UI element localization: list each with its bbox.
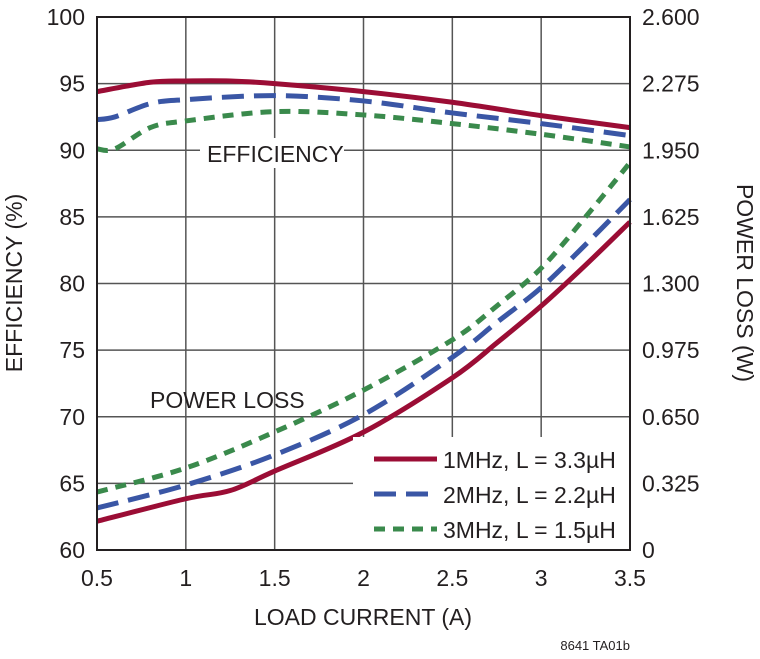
x-tick-label: 0.5 (81, 565, 113, 591)
legend-entry: 2MHz, L = 2.2µH (443, 482, 616, 508)
y-tick-label: 85 (59, 204, 85, 230)
y-tick-label: 65 (59, 470, 85, 496)
y2-tick-label: 1.950 (642, 137, 700, 163)
power-loss-series-1 (96, 220, 632, 524)
efficiency-label-bg (200, 138, 344, 168)
efficiency-annotation: EFFICIENCY (207, 141, 344, 167)
x-axis-label: LOAD CURRENT (A) (254, 604, 472, 630)
y-tick-label: 70 (59, 404, 85, 430)
y-tick-label: 80 (59, 271, 85, 297)
legend: 1MHz, L = 3.3µH 2MHz, L = 2.2µH 3MHz, L = … (353, 437, 629, 549)
y-tick-label: 75 (59, 337, 85, 363)
power-loss-series-3 (96, 160, 632, 495)
y-tick-label: 60 (59, 537, 85, 563)
y2-tick-label: 0.325 (642, 470, 700, 496)
y-tick-label: 90 (59, 137, 85, 163)
legend-entry: 3MHz, L = 1.5µH (443, 517, 616, 543)
curves (96, 78, 632, 524)
power-loss-series-2 (96, 197, 632, 511)
y2-tick-label: 0.975 (642, 337, 700, 363)
x-tick-label: 3.5 (614, 565, 646, 591)
y2-tick-label: 1.625 (642, 204, 700, 230)
efficiency-series-1 (96, 78, 631, 131)
x-tick-label: 1.5 (259, 565, 291, 591)
x-tick-label: 2.5 (436, 565, 468, 591)
tick-labels: 0.5 1 1.5 2 2.5 3 3.5 60 0 65 0.325 70 0.650 75 0.975 8… (47, 4, 700, 591)
power-loss-annotation: POWER LOSS (150, 387, 305, 413)
y-axis-label: EFFICIENCY (%) (1, 194, 27, 372)
x-tick-label: 2 (357, 565, 370, 591)
efficiency-series-2 (96, 93, 631, 139)
x-tick-label: 1 (179, 565, 192, 591)
y2-tick-label: 2.600 (642, 4, 700, 30)
y2-tick-label: 2.275 (642, 71, 700, 97)
grid (96, 16, 631, 551)
y-tick-label: 100 (47, 4, 85, 30)
y2-tick-label: 0.650 (642, 404, 700, 430)
y2-axis-label: POWER LOSS (W) (732, 184, 758, 382)
plot-frame (96, 16, 631, 551)
legend-entry: 1MHz, L = 3.3µH (443, 447, 616, 473)
annotations: EFFICIENCY POWER LOSS (150, 138, 344, 413)
y-tick-label: 95 (59, 71, 85, 97)
x-tick-label: 3 (535, 565, 548, 591)
y2-tick-label: 0 (642, 537, 655, 563)
y2-tick-label: 1.300 (642, 271, 700, 297)
footnote: 8641 TA01b (560, 638, 630, 653)
